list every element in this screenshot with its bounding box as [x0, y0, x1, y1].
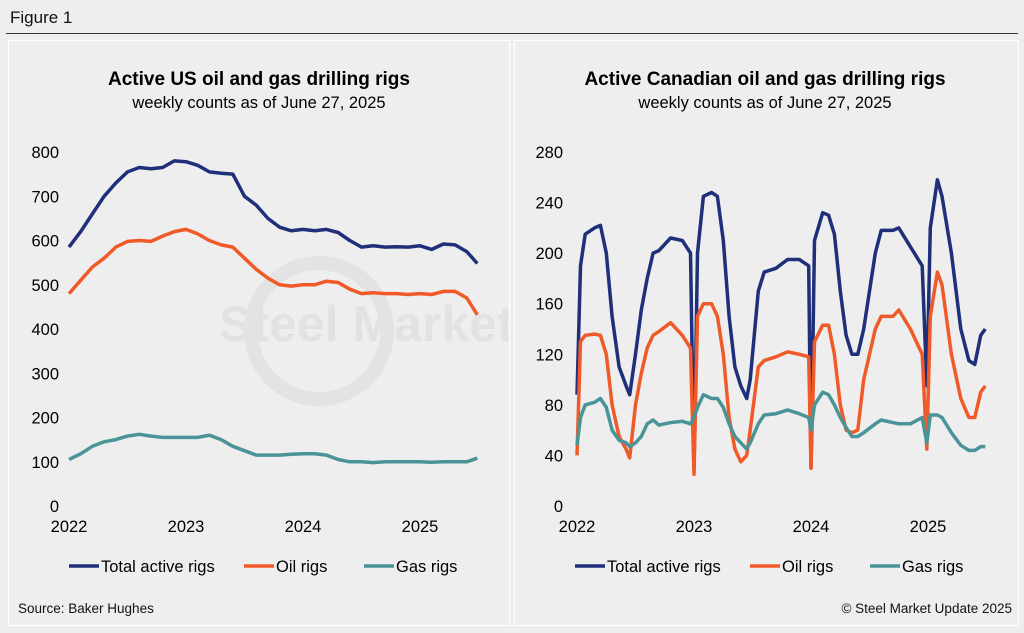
y-tick-label: 800 — [31, 144, 59, 162]
y-tick-label: 40 — [545, 447, 563, 465]
series-line-gas-rigs — [68, 432, 478, 465]
y-tick-label: 280 — [535, 144, 563, 162]
y-tick-label: 100 — [31, 454, 59, 472]
y-tick-label: 80 — [545, 397, 563, 415]
x-tick-label: 2024 — [285, 518, 322, 536]
y-tick-label: 600 — [31, 233, 59, 251]
y-tick-label: 0 — [50, 498, 59, 516]
y-tick-label: 120 — [535, 346, 563, 364]
y-tick-label: 700 — [31, 188, 59, 206]
legend-label: Total active rigs — [607, 558, 721, 576]
chart-subtitle: weekly counts as of June 27, 2025 — [637, 94, 891, 112]
series-line-oil-rigs — [67, 227, 479, 316]
chart-title: Active US oil and gas drilling rigs — [108, 69, 410, 90]
series-line-total-active-rigs — [67, 159, 479, 265]
watermark-logo — [244, 256, 394, 406]
legend-label: Oil rigs — [782, 558, 833, 576]
source-note: Source: Baker Hughes — [18, 601, 154, 616]
y-tick-label: 500 — [31, 277, 59, 295]
y-tick-label: 160 — [535, 296, 563, 314]
figure-label: Figure 1 — [10, 8, 73, 27]
x-tick-label: 2024 — [793, 518, 830, 536]
x-tick-label: 2022 — [51, 518, 88, 536]
legend-label: Total active rigs — [101, 558, 215, 576]
copyright-note: © Steel Market Update 2025 — [841, 601, 1012, 616]
watermark-text: Steel Market Update — [219, 296, 509, 352]
chart-title: Active Canadian oil and gas drilling rig… — [584, 69, 945, 90]
x-tick-label: 2023 — [676, 518, 713, 536]
legend-label: Gas rigs — [396, 558, 457, 576]
y-tick-label: 200 — [31, 410, 59, 428]
us-chart: Steel Market Update Active US oil and gas… — [31, 69, 509, 576]
x-tick-label: 2023 — [168, 518, 205, 536]
y-tick-label: 300 — [31, 365, 59, 383]
x-tick-label: 2025 — [910, 518, 947, 536]
header-rule — [6, 33, 1018, 34]
canada-chart-panel: Active Canadian oil and gas drilling rig… — [514, 40, 1019, 626]
x-tick-label: 2022 — [559, 518, 596, 536]
canada-chart: Active Canadian oil and gas drilling rig… — [535, 69, 987, 576]
y-tick-label: 240 — [535, 195, 563, 213]
chart-subtitle: weekly counts as of June 27, 2025 — [131, 94, 385, 112]
series-line-gas-rigs — [575, 390, 986, 453]
y-tick-label: 200 — [535, 245, 563, 263]
series-line-oil-rigs — [575, 270, 987, 477]
x-tick-label: 2025 — [402, 518, 439, 536]
us-chart-panel: Steel Market Update Active US oil and gas… — [8, 40, 510, 626]
y-tick-label: 400 — [31, 321, 59, 339]
legend-label: Oil rigs — [276, 558, 327, 576]
y-tick-label: 0 — [554, 498, 563, 516]
legend-label: Gas rigs — [902, 558, 963, 576]
series-line-total-active-rigs — [575, 178, 987, 470]
